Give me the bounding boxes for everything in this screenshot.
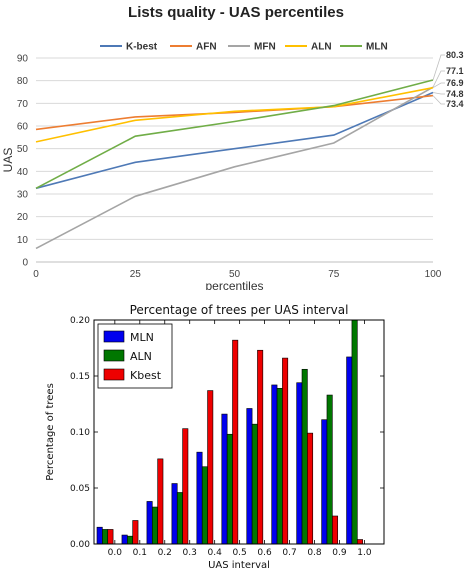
x-tick-label: 0.6 [257, 548, 272, 558]
bar [221, 413, 228, 545]
legend-swatch [103, 330, 125, 343]
bar [321, 419, 328, 545]
bar [121, 534, 128, 545]
legend-entry: Kbest [130, 369, 162, 382]
x-tick-label: 0.4 [208, 548, 223, 558]
bar [296, 382, 303, 545]
series-line [35, 94, 434, 131]
bar [271, 384, 278, 545]
x-axis-label: percentiles [205, 279, 263, 290]
bar [282, 357, 289, 545]
x-tick-label: 0.7 [282, 548, 296, 558]
bar [332, 515, 339, 545]
leader-line [432, 54, 445, 81]
leader-line [432, 82, 445, 89]
x-axis-label: UAS interval [208, 560, 270, 571]
y-tick-label: 0 [22, 258, 28, 269]
y-tick-label: 20 [17, 212, 29, 223]
legend-entry: MLN [366, 42, 388, 53]
bar [246, 408, 253, 545]
leader-line [432, 70, 445, 88]
end-value-label: 76.9 [446, 78, 464, 88]
bar [127, 535, 133, 545]
bar [96, 526, 103, 545]
y-tick-label: 90 [17, 54, 29, 65]
series-line [35, 86, 434, 250]
y-tick-label: 10 [17, 235, 29, 246]
chart-title: Lists quality - UAS percentiles [128, 4, 344, 21]
series-line [35, 91, 434, 190]
bar [157, 458, 164, 545]
y-tick-label: 40 [17, 167, 29, 178]
leader-line [432, 95, 445, 105]
uas-interval-bar-chart: Percentage of trees per UAS interval0.00… [45, 303, 385, 571]
x-tick-label: 0 [33, 269, 39, 280]
end-value-label: 80.3 [446, 50, 464, 60]
x-tick-label: 0.0 [108, 548, 123, 558]
bar [201, 466, 208, 545]
x-tick-label: 100 [425, 269, 442, 280]
bar [226, 433, 233, 545]
bar [171, 483, 178, 545]
x-tick-label: 0.8 [307, 548, 322, 558]
bar [307, 432, 314, 545]
bar [196, 451, 203, 545]
bar [232, 339, 239, 545]
end-value-label: 77.1 [446, 66, 464, 76]
legend-entry: MLN [130, 331, 154, 344]
leader-line [432, 92, 445, 95]
chart-title: Percentage of trees per UAS interval [130, 303, 349, 317]
y-tick-label: 80 [17, 76, 29, 87]
y-tick-label: 30 [17, 190, 29, 201]
legend-entry: AFN [196, 42, 217, 53]
x-tick-label: 75 [328, 269, 340, 280]
y-tick-label: 70 [17, 99, 29, 110]
y-tick-label: 50 [17, 144, 29, 155]
bar [251, 423, 258, 545]
x-tick-label: 0.2 [158, 548, 172, 558]
uas-percentiles-line-chart: Lists quality - UAS percentiles 0 10 20 30 40… [1, 4, 464, 290]
end-value-label: 73.4 [446, 99, 464, 109]
y-tick-label: 0.05 [70, 484, 90, 494]
x-tick-label: 0.3 [183, 548, 197, 558]
bar [346, 356, 353, 545]
x-tick-label: 1.0 [357, 548, 372, 558]
bar [276, 388, 283, 545]
legend-entry: MFN [254, 42, 276, 53]
bar [207, 390, 214, 545]
bar [132, 520, 139, 545]
x-tick-label: 0.1 [133, 548, 147, 558]
series-line [35, 86, 434, 143]
series-line [35, 79, 434, 190]
legend-entry: ALN [130, 350, 152, 363]
y-tick-label: 0.15 [70, 372, 90, 382]
legend-swatch [103, 349, 125, 362]
bar [351, 319, 358, 545]
legend-entry: ALN [311, 42, 332, 53]
bar [301, 368, 308, 545]
bar [182, 428, 189, 545]
y-tick-label: 0.20 [70, 316, 90, 326]
x-tick-label: 25 [130, 269, 142, 280]
bar [102, 529, 109, 545]
legend-entry: K-best [126, 42, 158, 53]
y-tick-label: 0.10 [70, 428, 90, 438]
y-tick-label: 0.00 [70, 540, 90, 550]
y-tick-label: 60 [17, 122, 29, 133]
bar [151, 506, 158, 545]
bar [326, 394, 333, 545]
end-value-label: 74.8 [446, 89, 464, 99]
x-tick-label: 50 [229, 269, 241, 280]
bar [176, 492, 183, 545]
bar [257, 349, 264, 545]
y-axis-label: Percentage of trees [45, 383, 56, 481]
bar [107, 529, 114, 545]
bar [356, 539, 363, 545]
x-tick-label: 0.5 [232, 548, 246, 558]
bar [146, 501, 153, 545]
legend-swatch [103, 368, 125, 381]
x-tick-label: 0.9 [332, 548, 347, 558]
y-axis-label: UAS [1, 148, 15, 173]
